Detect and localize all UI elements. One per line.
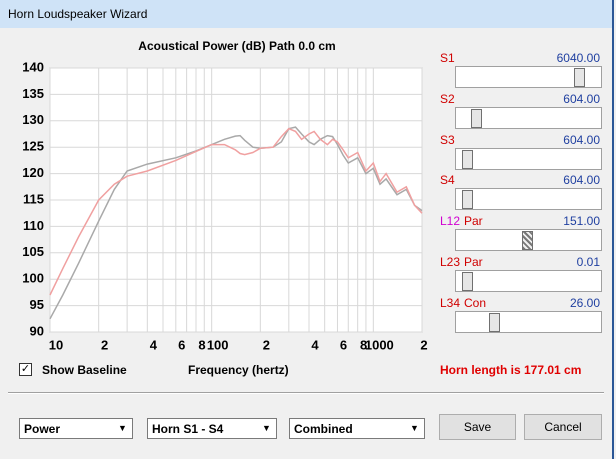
slider-value: 6040.00 (556, 51, 600, 65)
dropdown[interactable]: Combined ▼ (289, 418, 425, 439)
slider-thumb[interactable] (471, 108, 482, 128)
y-tick-label: 105 (22, 244, 44, 259)
slider-mode: Par (464, 214, 483, 229)
x-axis-label: Frequency (hertz) (188, 363, 289, 377)
slider-label: S2 (440, 91, 455, 106)
title-bar: Horn Loudspeaker Wizard (0, 0, 612, 28)
slider[interactable] (455, 229, 602, 252)
cancel-button[interactable]: Cancel (524, 414, 602, 440)
x-tick-label: 4 (311, 337, 319, 352)
y-tick-label: 135 (22, 86, 44, 101)
window-title: Horn Loudspeaker Wizard (8, 7, 148, 21)
slider[interactable] (455, 188, 602, 211)
chart-title: Acoustical Power (dB) Path 0.0 cm (138, 39, 335, 53)
x-tick-label: 2 (263, 337, 270, 352)
y-tick-label: 95 (30, 297, 44, 312)
checkbox-label[interactable]: Show Baseline (42, 363, 127, 377)
slider-value: 604.00 (563, 173, 600, 188)
x-tick-label: 6 (340, 337, 347, 352)
slider-thumb[interactable] (489, 312, 500, 332)
x-tick-label: 100 (207, 337, 229, 352)
slider-thumb[interactable] (462, 190, 473, 210)
slider[interactable] (455, 106, 602, 129)
x-tick-label: 2 (101, 337, 108, 352)
y-tick-label: 130 (22, 112, 44, 127)
y-tick-label: 120 (22, 165, 44, 180)
x-tick-label: 10 (49, 337, 63, 352)
horn-length: Horn length is 177.01 cm (440, 363, 582, 377)
slider-label: L12 (440, 214, 461, 229)
data-line (49, 127, 423, 296)
x-tick-label: 4 (150, 337, 158, 352)
y-tick-label: 115 (23, 191, 44, 206)
chart: Acoustical Power (dB) Path 0.0 cm 90 95 10… (22, 39, 427, 352)
x-tick-label: 6 (178, 337, 185, 352)
slider-thumb[interactable] (522, 231, 533, 251)
slider-label: L23 (440, 255, 461, 269)
checkbox[interactable]: ✓ (19, 363, 32, 376)
y-tick-label: 100 (22, 271, 44, 286)
slider-thumb[interactable] (574, 68, 585, 87)
slider-value: 26.00 (569, 295, 600, 310)
slider-value: 151.00 (563, 214, 600, 229)
slider-mode: Par (464, 255, 483, 269)
slider-label: L34 (440, 295, 461, 310)
slider-thumb[interactable] (462, 149, 473, 169)
slider[interactable] (455, 66, 602, 88)
x-tick-label: 8 (360, 337, 367, 352)
slider-label: S3 (440, 132, 455, 147)
slider-value: 0.01 (576, 255, 600, 269)
separator (8, 392, 604, 394)
slider[interactable] (455, 310, 602, 333)
y-tick-label: 110 (23, 218, 44, 233)
x-tick-label: 1000 (365, 337, 394, 352)
slider-thumb[interactable] (462, 272, 473, 291)
dropdown[interactable]: Power ▼ (19, 418, 133, 439)
save-button[interactable]: Save (439, 414, 516, 440)
slider-value: 604.00 (563, 132, 600, 147)
x-tick-label: 8 (198, 337, 205, 352)
dropdown-text: Combined (294, 422, 353, 436)
slider-label: S4 (440, 173, 455, 188)
y-tick-label: 90 (30, 323, 44, 338)
slider-label: S1 (440, 51, 455, 65)
slider-mode: Con (464, 295, 487, 310)
dropdown[interactable]: Horn S1 - S4 ▼ (147, 418, 277, 439)
data-line (49, 126, 423, 320)
y-tick-label: 125 (22, 139, 44, 154)
x-tick-label: 2 (420, 337, 427, 352)
dropdown-text: Horn S1 - S4 (152, 422, 224, 436)
slider[interactable] (455, 147, 602, 170)
dropdown-text: Power (24, 422, 61, 436)
y-tick-label: 140 (22, 59, 44, 74)
slider-value: 604.00 (563, 91, 600, 106)
slider[interactable] (455, 270, 602, 292)
